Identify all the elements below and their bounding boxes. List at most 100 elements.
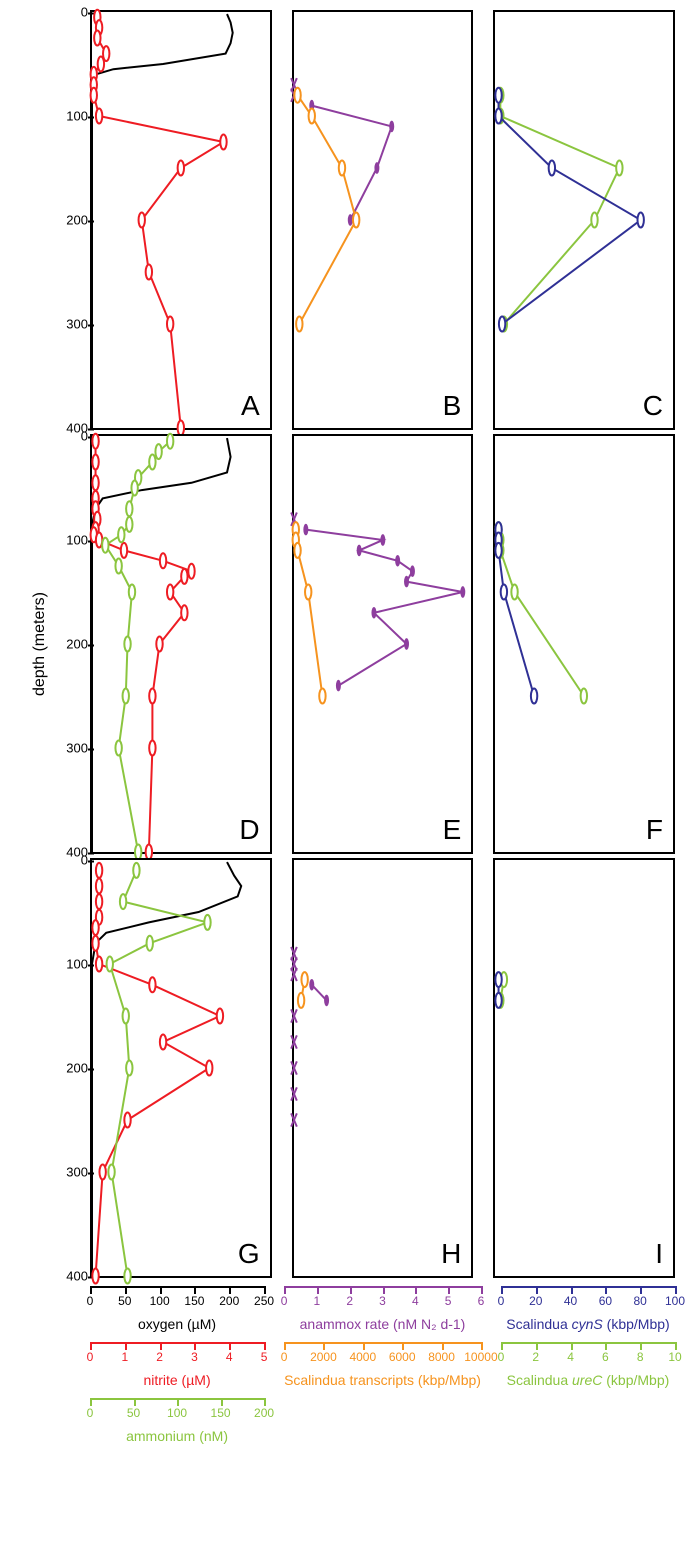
axis-title: nitrite (µM) <box>143 1372 210 1388</box>
y-tick-label: 0 <box>52 429 88 444</box>
y-tick-label: 100 <box>52 533 88 548</box>
axis-tick <box>90 1398 92 1406</box>
panel-g: 0100200300400G <box>90 858 272 1278</box>
axis-tick <box>640 1286 642 1294</box>
plot-svg <box>294 436 472 852</box>
axis-line: 0123456 <box>284 1286 481 1302</box>
axis-tick-label: 0 <box>498 1294 505 1308</box>
y-ticks: 0100200300400 <box>52 436 88 852</box>
y-tick-label: 200 <box>52 213 88 228</box>
axis-block: 0123456 anammox rate (nM N₂ d-1) <box>284 1286 481 1332</box>
axis-title: Scalindua cynS (kbp/Mbp) <box>506 1316 669 1332</box>
axis-tick-label: 4000 <box>349 1350 376 1364</box>
y-tick-label: 100 <box>52 109 88 124</box>
axis-tick <box>383 1286 385 1294</box>
panel-b: B <box>292 10 474 430</box>
axis-block: 050100150200 ammonium (nM) <box>90 1398 264 1444</box>
y-tick-label: 300 <box>52 1165 88 1180</box>
axis-tick <box>194 1286 196 1294</box>
plot-svg <box>92 860 270 1276</box>
axis-tick <box>264 1342 266 1350</box>
axis-tick-label: 0 <box>87 1406 94 1420</box>
axis-tick <box>317 1286 319 1294</box>
axis-line: 020406080100 <box>501 1286 675 1302</box>
axis-block: 012345 nitrite (µM) <box>90 1342 264 1388</box>
axis-tick-label: 0 <box>281 1350 288 1364</box>
panel-label: A <box>241 390 260 422</box>
plot-svg <box>92 436 270 852</box>
axis-tick-label: 150 <box>184 1294 204 1308</box>
axis-bar <box>501 1342 675 1344</box>
axis-tick <box>177 1398 179 1406</box>
axis-block: 020406080100 Scalindua cynS (kbp/Mbp) <box>501 1286 675 1332</box>
axis-tick-label: 100 <box>167 1406 187 1420</box>
y-tick-label: 0 <box>52 5 88 20</box>
y-tick-label: 0 <box>52 853 88 868</box>
axis-tick-label: 2000 <box>310 1350 337 1364</box>
axis-tick-label: 1 <box>121 1350 128 1364</box>
axis-tick-label: 100 <box>150 1294 170 1308</box>
plot-svg <box>495 860 673 1276</box>
axis-tick <box>571 1286 573 1294</box>
axis-tick-label: 10 <box>668 1350 681 1364</box>
panel-a: 0100200300400A <box>90 10 272 430</box>
axes-area: 050100150200250oxygen (µM)012345nitrite … <box>90 1282 675 1462</box>
plot-svg <box>92 12 270 428</box>
axis-title: ammonium (nM) <box>126 1428 228 1444</box>
axis-tick <box>229 1286 231 1294</box>
panel-label: D <box>239 814 259 846</box>
panel-label: F <box>646 814 663 846</box>
axis-line: 012345 <box>90 1342 264 1358</box>
axis-tick <box>501 1342 503 1350</box>
y-ticks: 0100200300400 <box>52 860 88 1276</box>
axis-tick <box>448 1286 450 1294</box>
axis-tick-label: 0 <box>87 1294 94 1308</box>
axis-tick <box>363 1342 365 1350</box>
axis-tick-label: 50 <box>127 1406 140 1420</box>
axis-tick <box>134 1398 136 1406</box>
axis-line: 0200040006000800010000 <box>284 1342 481 1358</box>
axis-tick-label: 80 <box>634 1294 647 1308</box>
axis-block: 0200040006000800010000 Scalindua transcri… <box>284 1342 481 1388</box>
axis-tick <box>415 1286 417 1294</box>
y-tick-label: 100 <box>52 957 88 972</box>
axis-tick <box>350 1286 352 1294</box>
axis-tick-label: 40 <box>564 1294 577 1308</box>
axis-tick-label: 60 <box>599 1294 612 1308</box>
y-tick-label: 400 <box>52 1269 88 1284</box>
axis-block: 050100150200250oxygen (µM) <box>90 1286 264 1332</box>
axis-tick <box>640 1342 642 1350</box>
panel-h: H <box>292 858 474 1278</box>
axis-line: 050100150200 <box>90 1398 264 1414</box>
axis-title: Scalindua transcripts (kbp/Mbp) <box>284 1372 481 1388</box>
axis-tick-label: 200 <box>219 1294 239 1308</box>
axis-tick-label: 4 <box>412 1294 419 1308</box>
axis-tick <box>442 1342 444 1350</box>
axis-title: oxygen (µM) <box>138 1316 216 1332</box>
axis-tick <box>90 1342 92 1350</box>
panel-label: H <box>441 1238 461 1270</box>
plot-svg <box>495 436 673 852</box>
y-ticks: 0100200300400 <box>52 12 88 428</box>
panel-label: E <box>443 814 462 846</box>
axis-title: anammox rate (nM N₂ d-1) <box>300 1316 466 1332</box>
axis-tick <box>501 1286 503 1294</box>
axis-tick-label: 200 <box>254 1406 274 1420</box>
axis-tick <box>90 1286 92 1294</box>
axis-tick-label: 250 <box>254 1294 274 1308</box>
plot-svg <box>495 12 673 428</box>
axis-tick <box>125 1342 127 1350</box>
axis-tick-label: 4 <box>226 1350 233 1364</box>
panel-i: I <box>493 858 675 1278</box>
axis-tick-label: 0 <box>498 1350 505 1364</box>
axis-tick <box>194 1342 196 1350</box>
axis-tick-label: 6 <box>478 1294 485 1308</box>
panel-c: C <box>493 10 675 430</box>
axis-tick-label: 10000 <box>464 1350 497 1364</box>
panel-label: G <box>238 1238 260 1270</box>
axis-tick-label: 150 <box>211 1406 231 1420</box>
axis-tick <box>221 1398 223 1406</box>
axis-tick <box>675 1286 677 1294</box>
axis-bar <box>90 1286 264 1288</box>
axis-tick <box>229 1342 231 1350</box>
